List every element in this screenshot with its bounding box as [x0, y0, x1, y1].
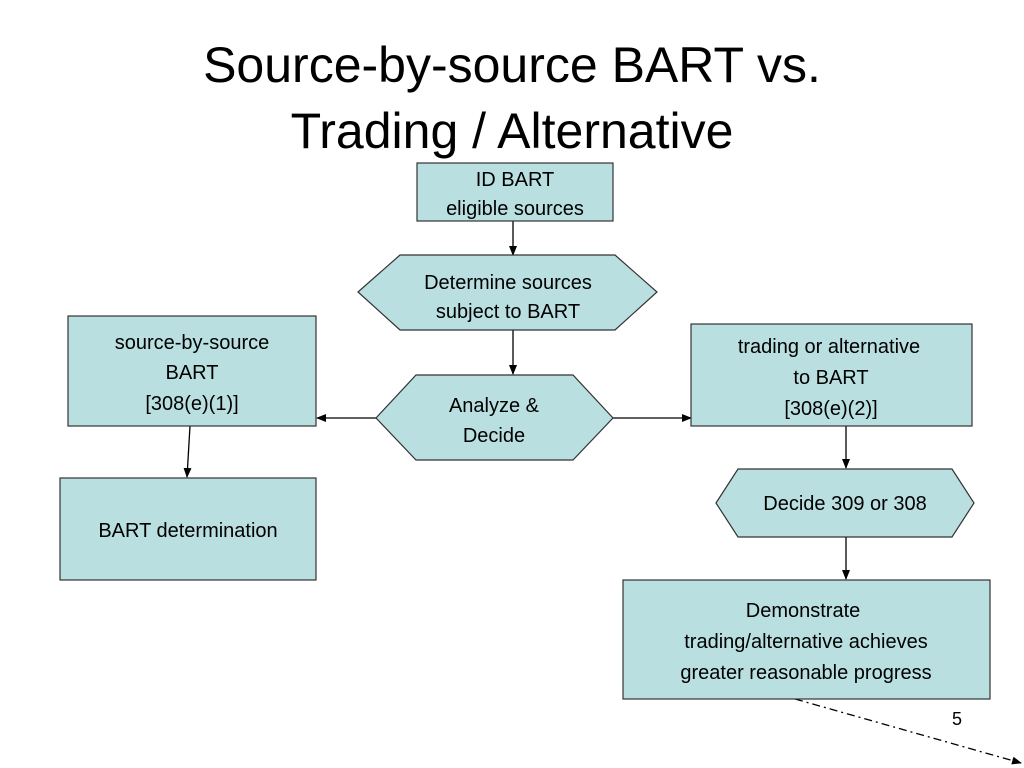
- slide-title-line-1: Source-by-source BART vs.: [203, 37, 821, 93]
- node-text: Demonstrate: [746, 600, 861, 622]
- page-number: 5: [952, 709, 962, 729]
- node-text: Decide: [463, 425, 525, 447]
- dash-dot-arrow-offslide: [794, 698, 1022, 765]
- node-text: [308(e)(2)]: [784, 398, 877, 420]
- node-text: [308(e)(1)]: [145, 393, 238, 415]
- node-text: greater reasonable progress: [680, 662, 931, 684]
- node-text: trading or alternative: [738, 336, 920, 358]
- node-source-by-source: source-by-source BART [308(e)(1)]: [67, 315, 317, 427]
- node-text: BART determination: [98, 520, 277, 542]
- slide-title-line-2: Trading / Alternative: [291, 103, 734, 159]
- node-text: Determine sources: [424, 272, 592, 294]
- node-id-bart: ID BART eligible sources: [416, 162, 614, 222]
- node-analyze-decide: Analyze & Decide: [375, 374, 614, 461]
- node-decide-309-or-308: Decide 309 or 308: [715, 468, 975, 538]
- node-trading-alternative: trading or alternative to BART [308(e)(2…: [690, 323, 973, 427]
- node-determine-sources: Determine sources subject to BART: [357, 254, 658, 331]
- node-text: ID BART: [476, 169, 555, 191]
- node-text: source-by-source: [115, 332, 270, 354]
- node-text: Decide 309 or 308: [763, 493, 926, 515]
- arrow-to-bart-determination: [183, 425, 192, 478]
- node-text: eligible sources: [446, 198, 584, 220]
- node-text: Analyze &: [449, 395, 540, 417]
- node-text: trading/alternative achieves: [684, 631, 927, 653]
- node-text: BART: [166, 362, 219, 384]
- node-text: to BART: [793, 367, 868, 389]
- node-text: subject to BART: [436, 301, 580, 323]
- node-bart-determination: BART determination: [59, 477, 317, 581]
- node-demonstrate: Demonstrate trading/alternative achieves…: [622, 579, 991, 700]
